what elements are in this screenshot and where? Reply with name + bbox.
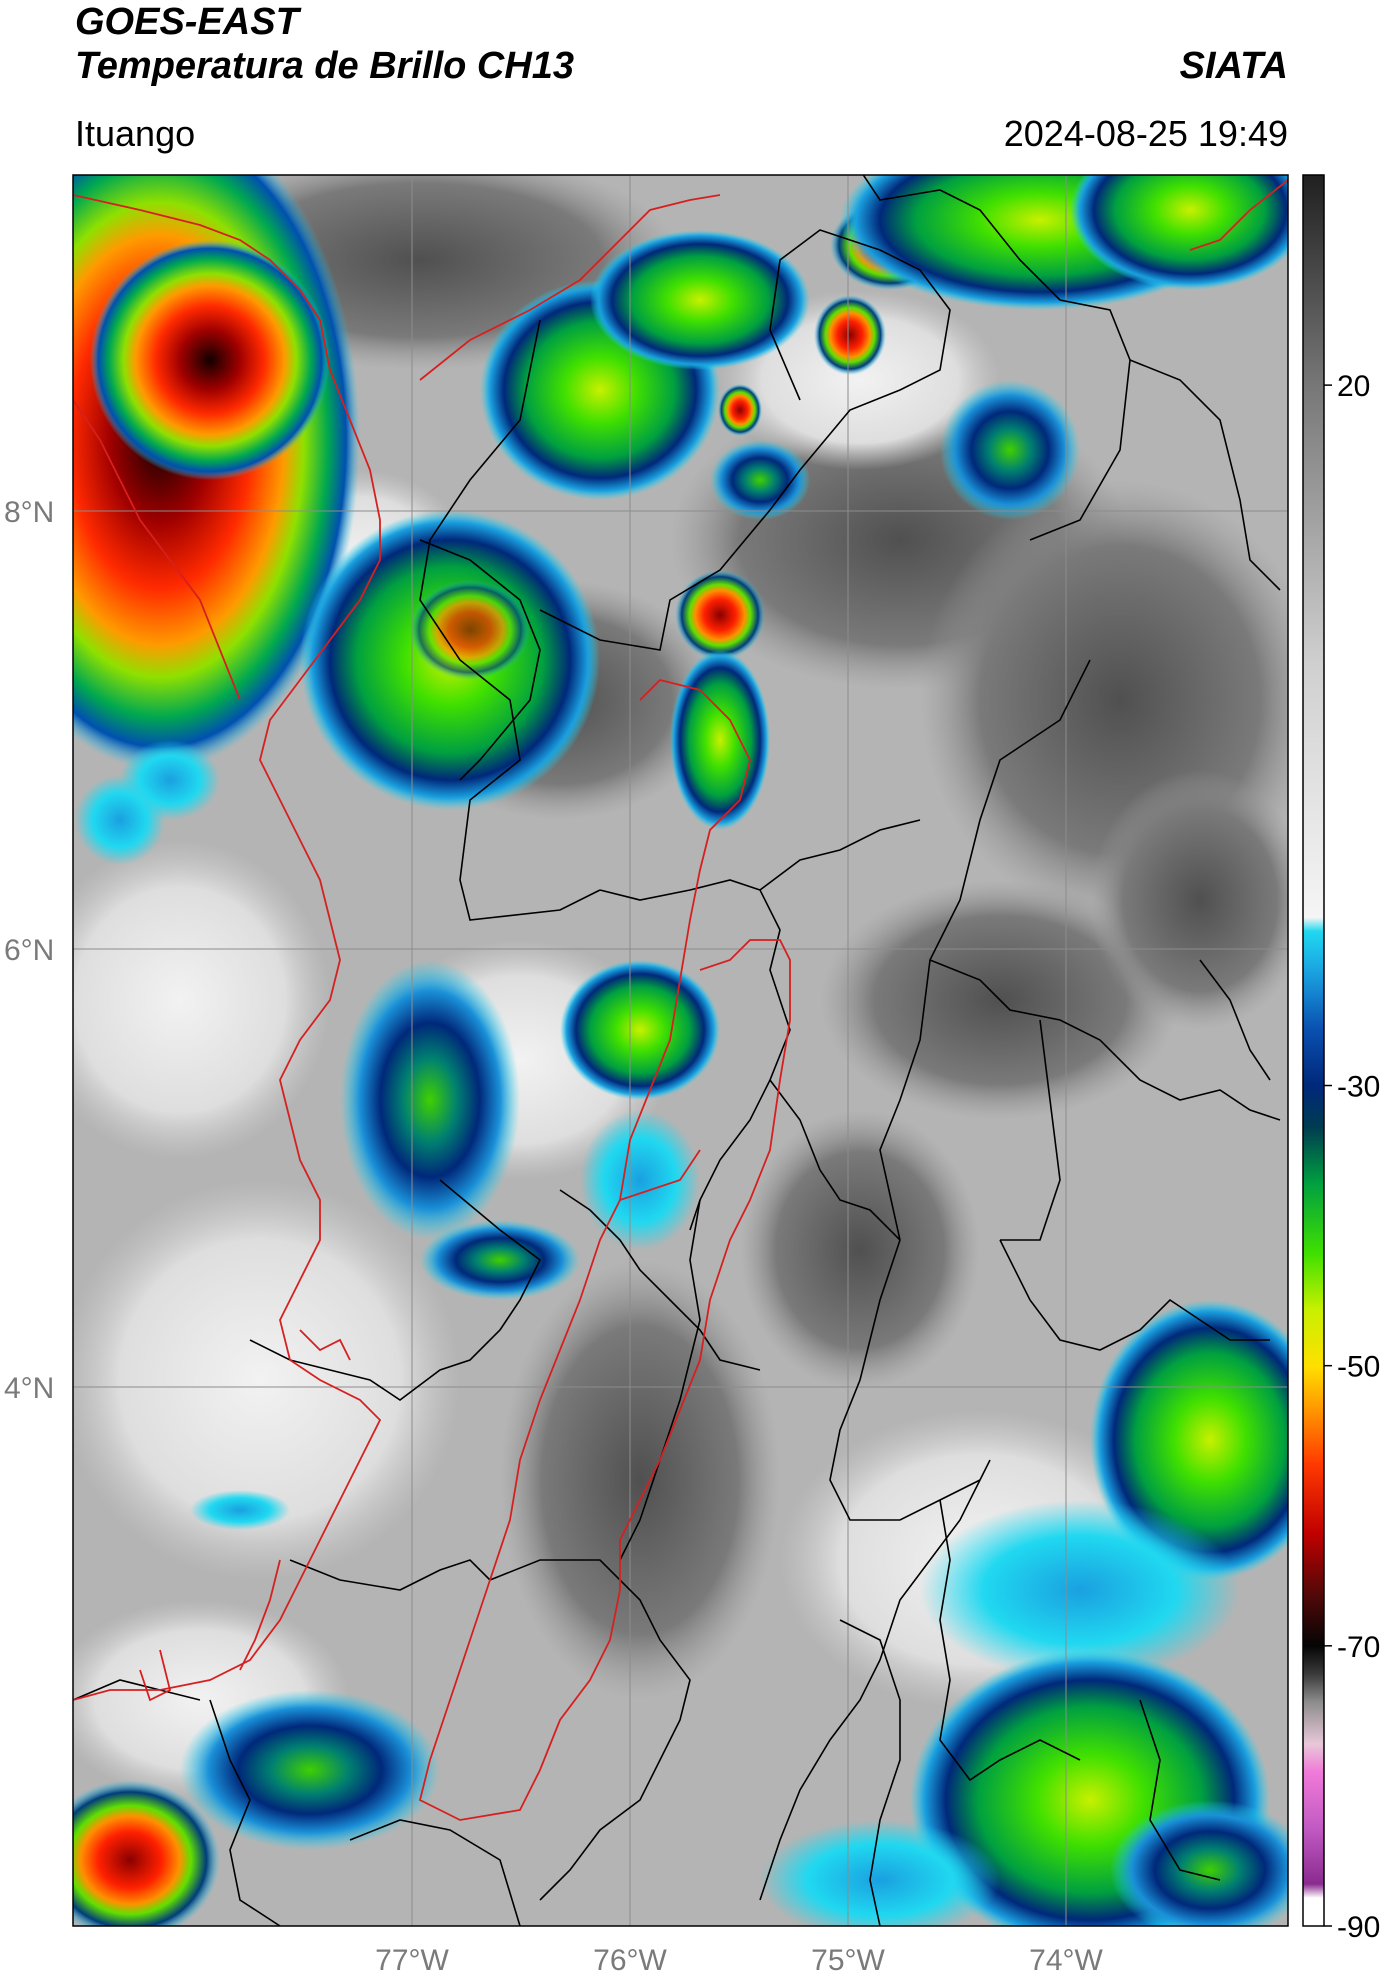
map-frame [72,174,1289,1927]
department-borders [73,175,1281,1926]
convective-cells [73,175,1288,1926]
product-title: Temperatura de Brillo CH13 [75,45,575,87]
colorbar-ticks: 20 -30 -50 -70 -90 [1324,370,1380,1944]
timestamp-label: 2024-08-25 19:49 [1003,113,1288,154]
lat-label-8n: 8°N [4,496,54,529]
colorbar-label-minus50: -50 [1337,1351,1380,1384]
longitude-labels: 77°W 76°W 75°W 74°W [375,1944,1103,1977]
map-area [73,175,1288,1926]
latitude-labels: 8°N 6°N 4°N [4,496,54,1405]
colorbar: 20 -30 -50 -70 -90 [1302,174,1380,1944]
cloud-texture [73,175,1288,1800]
lon-label-76w: 76°W [593,1944,667,1977]
lat-label-4n: 4°N [4,1372,54,1405]
colorbar-label-minus30: -30 [1337,1071,1380,1104]
satellite-title: GOES-EAST [75,1,299,43]
colorbar-bar [1302,174,1325,1927]
national-borders [73,179,1288,1821]
lon-label-75w: 75°W [811,1944,885,1977]
colorbar-label-minus90: -90 [1337,1911,1380,1944]
colorbar-label-20: 20 [1337,370,1370,403]
colorbar-label-minus70: -70 [1337,1631,1380,1664]
lon-label-74w: 74°W [1029,1944,1103,1977]
lon-label-77w: 77°W [375,1944,449,1977]
brand-label: SIATA [1179,45,1288,87]
location-label: Ituango [75,113,196,154]
lat-label-6n: 6°N [4,934,54,967]
